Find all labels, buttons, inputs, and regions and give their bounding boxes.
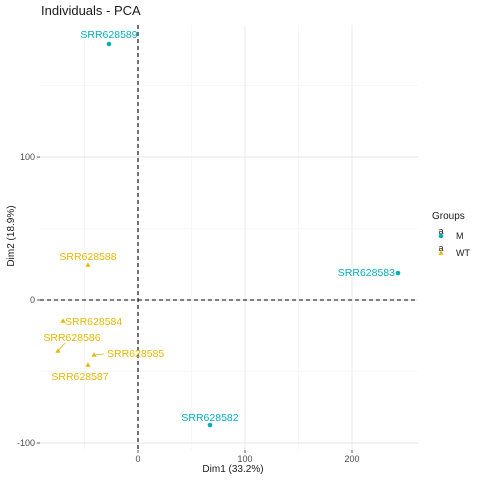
y-tick-label: 0 (30, 295, 35, 305)
label-connectors (57, 342, 105, 356)
point-label-srr628588: SRR628588 (59, 251, 116, 263)
y-tick-label: -100 (17, 438, 35, 448)
point-label-srr628584: SRR628584 (65, 316, 122, 328)
x-tick-label: 0 (135, 454, 140, 464)
legend-key-marker (438, 233, 444, 239)
point-label-srr628585: SRR628585 (107, 348, 164, 360)
legend-label: WT (456, 248, 470, 258)
data-point-srr628585 (91, 352, 97, 357)
axes: 0 100 200 -100 0 100 (17, 152, 360, 464)
data-point-srr628589 (106, 41, 112, 47)
data-point-srr628587 (85, 362, 91, 367)
legend-label: M (456, 231, 464, 241)
legend-key-letter: a (438, 226, 443, 236)
legend: Groups a Ma WT (432, 211, 470, 258)
point-labels: SRR628589 SRR628583 SRR628582 SRR628588 SRR6… (43, 29, 395, 424)
x-tick-label: 200 (344, 454, 359, 464)
point-label-srr628589: SRR628589 (80, 29, 137, 41)
chart-title: Individuals - PCA (41, 3, 141, 18)
legend-title: Groups (432, 211, 465, 222)
x-tick-label: 100 (237, 454, 252, 464)
legend-key-letter: a (438, 243, 443, 253)
y-tick-label: 100 (20, 152, 35, 162)
connector-srr628585 (93, 353, 105, 356)
data-point-srr628586 (55, 348, 61, 353)
point-label-srr628587: SRR628587 (51, 371, 108, 383)
data-point-srr628583 (395, 270, 401, 276)
reference-lines (40, 25, 418, 450)
point-label-srr628582: SRR628582 (181, 412, 238, 424)
y-axis-title: Dim2 (18.9%) (6, 205, 17, 266)
legend-key-marker (438, 250, 444, 255)
point-label-srr628583: SRR628583 (338, 267, 395, 279)
data-points (55, 41, 401, 428)
data-point-srr628588 (85, 262, 91, 267)
legend-item-wt: a WT (438, 243, 470, 258)
point-label-srr628586: SRR628586 (43, 332, 100, 344)
connector-srr628586 (57, 342, 66, 352)
x-axis-title: Dim1 (33.2%) (202, 464, 263, 475)
grid-lines (40, 25, 418, 450)
data-point-srr628582 (207, 422, 213, 428)
data-point-srr628584 (60, 318, 66, 323)
